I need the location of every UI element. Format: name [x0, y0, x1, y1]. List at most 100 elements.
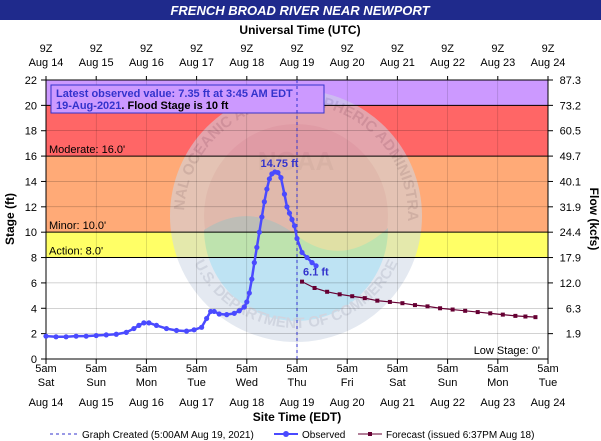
- moderate-stage-label: Moderate: 16.0': [49, 144, 125, 156]
- y-tick-label-left: 8: [31, 253, 37, 265]
- observed-point: [191, 327, 197, 333]
- y-tick-label-right: 24.4: [560, 227, 581, 239]
- observed-point: [43, 333, 49, 339]
- x-tick-label-top-time: 9Z: [140, 43, 153, 55]
- forecast-point: [375, 298, 380, 303]
- forecast-point: [312, 285, 317, 290]
- observed-point: [141, 320, 147, 326]
- legend: Graph Created (5:00AM Aug 19, 2021) Obse…: [50, 430, 534, 441]
- y-tick-label-left: 2: [31, 329, 37, 341]
- observed-point: [153, 322, 160, 328]
- observed-point: [53, 334, 59, 340]
- action-stage-label: Action: 8.0': [49, 246, 103, 258]
- observed-point: [278, 175, 284, 181]
- x-tick-label-bottom-time: 5am: [136, 363, 157, 375]
- forecast-point: [533, 315, 538, 320]
- x-tick-label-bottom-day: Fri: [341, 377, 354, 389]
- y-tick-label-left: 4: [31, 303, 37, 315]
- observed-point: [294, 235, 300, 242]
- x-tick-label-top-date: Aug 15: [79, 57, 114, 69]
- x-tick-label-bottom-day: Sun: [86, 377, 106, 389]
- x-tick-label-bottom-date: Aug 23: [480, 397, 515, 409]
- y-tick-label-right: 60.5: [560, 126, 581, 138]
- y-tick-label-right: 40.1: [560, 176, 581, 188]
- noaa-logo-text: NOAA: [258, 146, 335, 176]
- observed-point: [173, 327, 180, 334]
- observed-point: [261, 199, 267, 205]
- y-tick-label-right: 87.3: [560, 75, 581, 87]
- forecast-point: [523, 314, 528, 319]
- observed-point: [289, 216, 295, 223]
- x-tick-label-bottom-day: Sat: [389, 377, 406, 389]
- y-tick-label-left: 14: [25, 176, 37, 188]
- y-tick-label-left: 10: [25, 227, 37, 239]
- forecast-point: [300, 279, 305, 284]
- axis-titles: Site Time (EDT) Stage (ft) Flow (kcfs): [3, 188, 601, 424]
- x-tick-label-bottom-time: 5am: [85, 363, 106, 375]
- observed-point: [254, 244, 260, 250]
- observed-point: [211, 308, 217, 315]
- observed-point: [73, 333, 79, 339]
- latest-value-line1: Latest observed value: 7.35 ft at 3:45 A…: [56, 88, 293, 100]
- x-tick-label-bottom-date: Aug 17: [179, 397, 214, 409]
- observed-point: [246, 290, 252, 296]
- x-tick-label-bottom-time: 5am: [35, 363, 56, 375]
- forecast-point: [412, 303, 417, 308]
- observed-point: [256, 229, 262, 235]
- x-tick-label-bottom-time: 5am: [186, 363, 207, 375]
- x-tick-label-top-time: 9Z: [240, 43, 253, 55]
- observed-point: [83, 333, 89, 339]
- x-tick-label-top-date: Aug 20: [330, 57, 365, 69]
- forecast-point: [362, 296, 367, 301]
- flood-stage-note: . Flood Stage is 10 ft: [121, 100, 228, 112]
- x-tick-label-top-time: 9Z: [391, 43, 404, 55]
- x-tick-label-top-date: Aug 21: [380, 57, 415, 69]
- observed-point: [103, 332, 109, 338]
- y-tick-label-right: 49.7: [560, 151, 581, 163]
- observed-point: [146, 320, 152, 326]
- observed-point: [304, 254, 310, 261]
- observed-point: [113, 331, 119, 337]
- observed-point: [199, 324, 205, 330]
- x-tick-label-bottom-day: Sat: [38, 377, 55, 389]
- x-tick-label-bottom-time: 5am: [437, 363, 458, 375]
- legend-graph-created: Graph Created (5:00AM Aug 19, 2021): [82, 430, 254, 441]
- x-tick-label-top-time: 9Z: [40, 43, 53, 55]
- observed-point: [244, 299, 250, 305]
- observed-point: [131, 325, 137, 332]
- y-tick-label-right: 31.9: [560, 202, 581, 214]
- legend-forecast: Forecast (issued 6:37PM Aug 18): [386, 430, 534, 441]
- forecast-point: [337, 292, 342, 297]
- y-tick-label-left: 12: [25, 202, 37, 214]
- x-tick-label-bottom-date: Aug 21: [380, 397, 415, 409]
- y-tick-label-left: 0: [31, 354, 37, 366]
- x-tick-label-bottom-date: Aug 14: [29, 397, 64, 409]
- x-tick-label-bottom-date: Aug 22: [430, 397, 465, 409]
- x-tick-label-bottom-date: Aug 15: [79, 397, 114, 409]
- x-tick-label-bottom-day: Mon: [136, 377, 157, 389]
- y-tick-label-left: 20: [25, 100, 37, 112]
- x-tick-label-top-date: Aug 16: [129, 57, 164, 69]
- legend-observed-marker: [283, 431, 289, 437]
- y-tick-label-left: 18: [25, 126, 37, 138]
- x-tick-label-bottom-date: Aug 20: [330, 397, 365, 409]
- x-tick-label-bottom-date: Aug 18: [229, 397, 264, 409]
- observed-point: [236, 308, 242, 314]
- x-tick-label-top-time: 9Z: [190, 43, 203, 55]
- observed-point: [241, 304, 247, 310]
- observed-point: [249, 276, 255, 282]
- observed-point: [313, 263, 319, 269]
- x-tick-label-bottom-day: Tue: [539, 377, 558, 389]
- latest-value-date: 19-Aug-2021: [56, 100, 121, 112]
- latest-value-box-frame: [50, 84, 325, 114]
- title-banner: [0, 0, 601, 20]
- observed-point: [123, 329, 129, 335]
- chart-title: FRENCH BROAD RIVER NEAR NEWPORT: [170, 3, 430, 18]
- series: [43, 169, 538, 340]
- forecast-start-label: 6.1 ft: [303, 267, 329, 279]
- observed-point: [264, 186, 270, 192]
- x-tick-label-top-date: Aug 14: [29, 57, 64, 69]
- x-tick-label-top-time: 9Z: [441, 43, 454, 55]
- x-tick-label-bottom-time: 5am: [336, 363, 357, 375]
